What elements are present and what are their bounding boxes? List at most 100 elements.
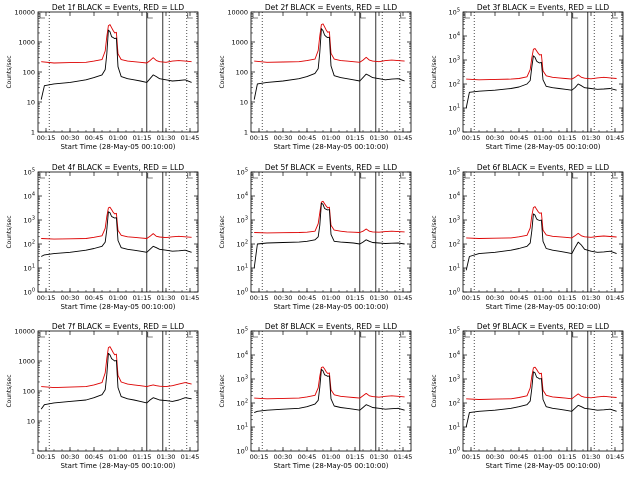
x-tick-label: 00:30 (274, 453, 293, 461)
x-tick-label: 01:45 (606, 294, 625, 302)
x-tick-label: 01:45 (181, 134, 200, 142)
x-tick-label: 01:45 (606, 134, 625, 142)
bracket-marker (147, 332, 153, 338)
panel-title: Det 3f BLACK = Events, RED = LLD (477, 3, 610, 12)
y-tick-label: 1 (244, 129, 248, 137)
x-axis-label: Start Time (28-May-05 00:10:00) (60, 462, 175, 470)
y-tick-label: 103 (237, 375, 248, 384)
y-tick-label: 104 (24, 192, 35, 201)
x-tick-label: 00:45 (510, 294, 529, 302)
y-tick-label: 105 (449, 327, 460, 336)
bracket-marker (572, 332, 578, 338)
y-tick-label: 101 (24, 264, 35, 273)
bracket-marker (400, 332, 406, 338)
bracket-marker (400, 173, 406, 179)
x-tick-label: 00:15 (37, 453, 56, 461)
y-tick-label: 100 (237, 447, 248, 456)
panel-1: Det 1f BLACK = Events, RED = LLD Counts/s… (6, 3, 199, 151)
y-tick-label: 105 (237, 327, 248, 336)
x-tick-label: 01:00 (322, 453, 341, 461)
x-tick-label: 01:15 (558, 134, 577, 142)
y-axis-label: Counts/sec (219, 374, 226, 407)
x-axis-label: Start Time (28-May-05 00:10:00) (485, 462, 600, 470)
y-tick-label: 10000 (14, 328, 35, 336)
y-tick-label: 101 (237, 264, 248, 273)
x-tick-label: 00:15 (462, 294, 481, 302)
y-tick-label: 100 (236, 69, 248, 77)
x-tick-label: 00:30 (61, 134, 80, 142)
y-tick-label: 100 (237, 288, 248, 297)
y-tick-label: 10 (27, 99, 35, 107)
x-tick-label: 01:30 (157, 294, 176, 302)
bracket-marker (360, 173, 366, 179)
y-tick-label: 105 (24, 168, 35, 177)
y-tick-label: 104 (449, 351, 460, 360)
x-tick-label: 00:45 (85, 294, 104, 302)
x-tick-label: 00:45 (510, 134, 529, 142)
y-tick-label: 102 (449, 399, 460, 408)
series-line-lld (254, 23, 405, 63)
bracket-marker (464, 332, 470, 338)
x-tick-label: 01:00 (109, 294, 128, 302)
y-tick-label: 100 (23, 69, 35, 77)
x-tick-label: 01:30 (582, 134, 601, 142)
bracket-marker (360, 13, 366, 19)
x-tick-label: 00:45 (298, 134, 317, 142)
series-line-lld (466, 366, 617, 400)
x-tick-label: 01:15 (346, 294, 365, 302)
x-tick-label: 00:45 (85, 134, 104, 142)
plot-frame (462, 11, 624, 133)
plot-frame (37, 11, 199, 133)
x-tick-label: 01:45 (394, 134, 413, 142)
x-tick-label: 01:15 (346, 453, 365, 461)
series-line-events (465, 55, 617, 109)
series-line-lld (254, 200, 405, 234)
series-line-lld (466, 206, 617, 239)
panel-title: Det 5f BLACK = Events, RED = LLD (265, 163, 398, 172)
x-tick-label: 00:30 (61, 294, 80, 302)
y-tick-label: 103 (449, 56, 460, 65)
plot-frame (250, 11, 412, 133)
x-tick-label: 01:30 (370, 294, 389, 302)
panel-title: Det 6f BLACK = Events, RED = LLD (477, 163, 610, 172)
x-tick-label: 00:15 (462, 453, 481, 461)
bracket-marker (187, 173, 193, 179)
x-tick-label: 01:30 (582, 294, 601, 302)
series-line-events (465, 213, 617, 271)
panel-4: Det 4f BLACK = Events, RED = LLD Counts/s… (6, 163, 199, 311)
x-axis-label: Start Time (28-May-05 00:10:00) (273, 462, 388, 470)
y-axis-label: Counts/sec (431, 215, 438, 248)
x-tick-label: 01:15 (558, 294, 577, 302)
x-tick-label: 01:30 (370, 134, 389, 142)
x-tick-label: 01:15 (133, 453, 152, 461)
y-tick-label: 10 (240, 99, 248, 107)
x-tick-label: 00:15 (250, 134, 269, 142)
x-tick-label: 01:30 (157, 453, 176, 461)
panel-title: Det 4f BLACK = Events, RED = LLD (52, 163, 185, 172)
bracket-marker (464, 173, 470, 179)
x-tick-label: 00:30 (274, 134, 293, 142)
y-tick-label: 1000 (18, 39, 35, 47)
series-line-events (253, 202, 405, 269)
x-tick-label: 01:00 (109, 134, 128, 142)
y-tick-label: 101 (237, 423, 248, 432)
y-tick-label: 10000 (14, 9, 35, 17)
y-tick-label: 100 (449, 128, 460, 137)
x-tick-label: 01:30 (370, 453, 389, 461)
y-tick-label: 102 (237, 240, 248, 249)
x-tick-label: 00:30 (61, 453, 80, 461)
x-tick-label: 01:15 (133, 134, 152, 142)
bracket-marker (572, 173, 578, 179)
y-tick-label: 104 (449, 192, 460, 201)
panel-9: Det 9f BLACK = Events, RED = LLD Counts/s… (431, 322, 624, 470)
x-tick-label: 00:15 (250, 453, 269, 461)
x-tick-label: 01:00 (534, 453, 553, 461)
y-tick-label: 10000 (227, 9, 248, 17)
y-tick-label: 1 (31, 448, 35, 456)
bracket-marker (464, 13, 470, 19)
series-line-events (40, 29, 192, 100)
x-tick-label: 00:45 (510, 453, 529, 461)
y-tick-label: 104 (237, 351, 248, 360)
x-axis-label: Start Time (28-May-05 00:10:00) (273, 303, 388, 311)
